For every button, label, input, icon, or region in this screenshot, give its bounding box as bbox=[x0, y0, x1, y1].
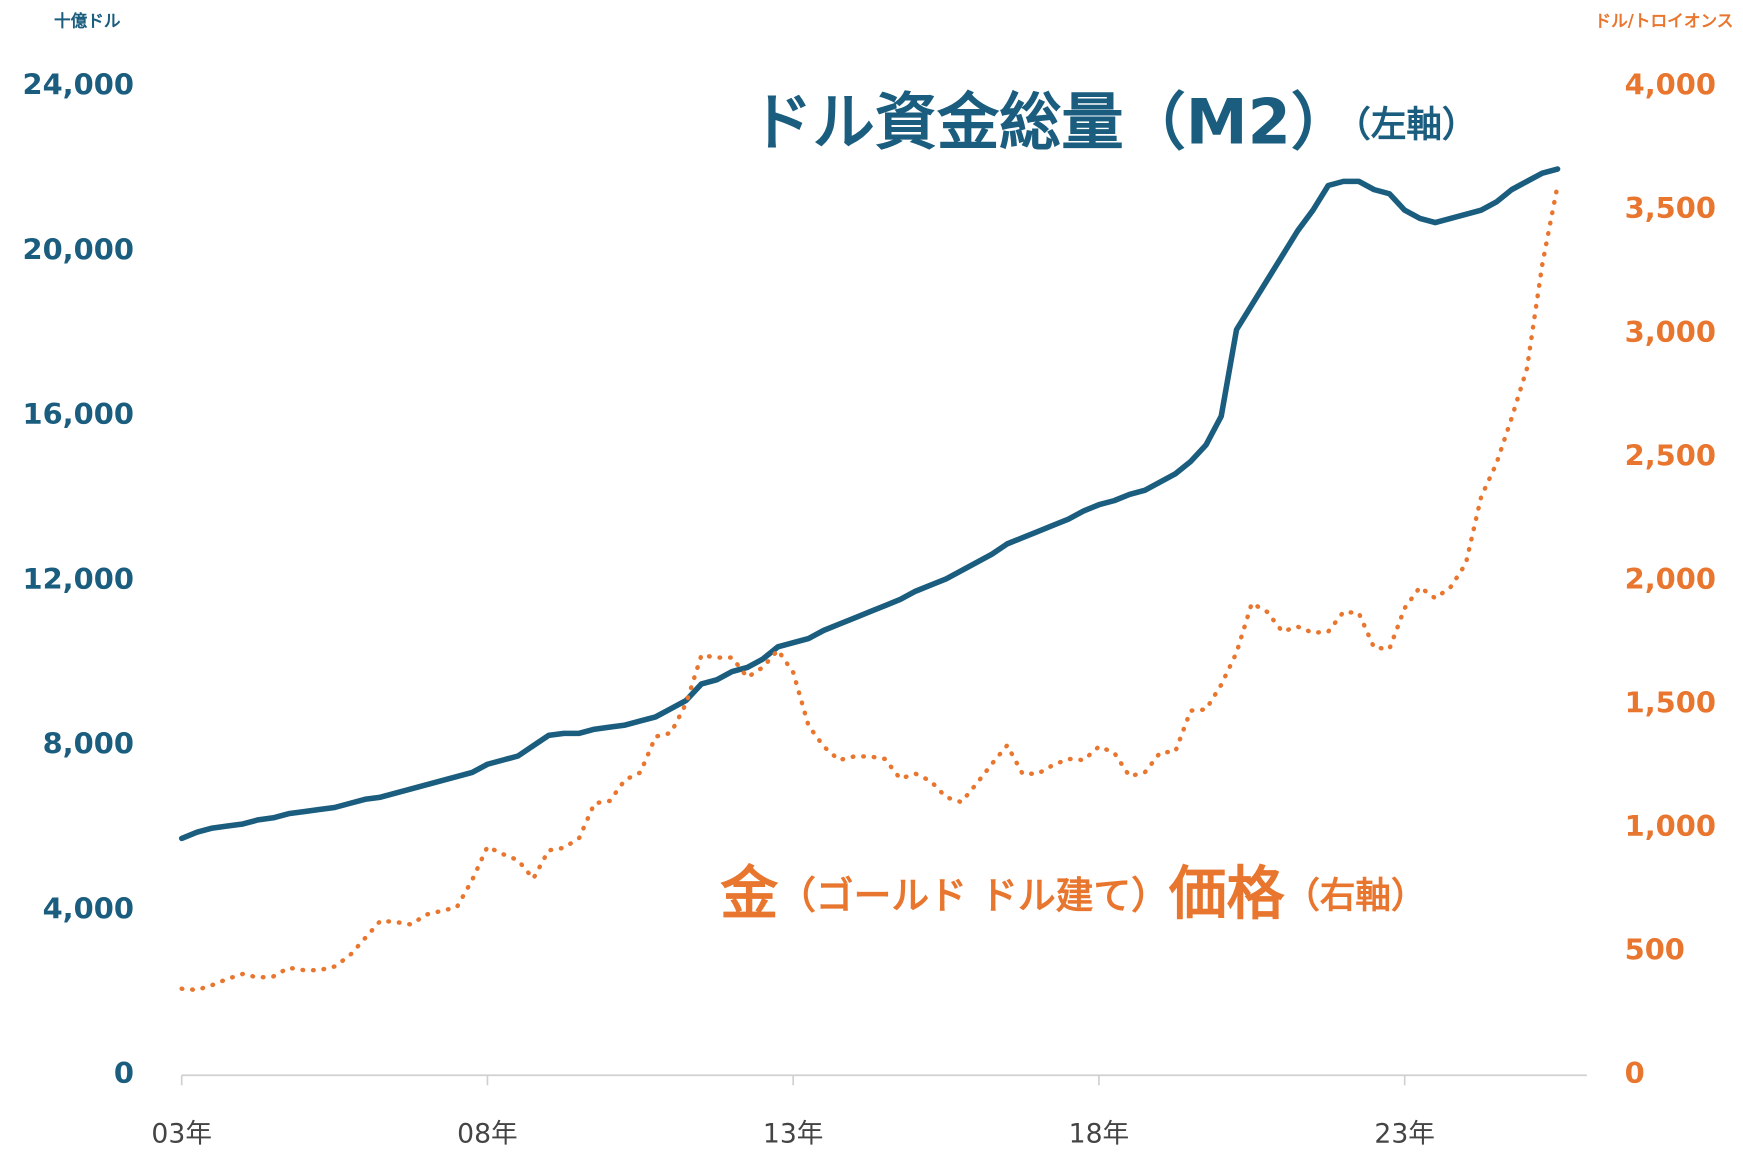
annotation: ドル資金総量（M2）（左軸） bbox=[750, 86, 1477, 159]
y-tick-label: 4,000 bbox=[43, 891, 134, 925]
y-tick-label: 0 bbox=[114, 1056, 134, 1090]
y2-tick-label: 2,000 bbox=[1625, 562, 1716, 596]
x-tick-label: 13年 bbox=[763, 1119, 824, 1150]
y2-unit-label: ドル/トロイオンス bbox=[1594, 12, 1733, 31]
x-tick-label: 03年 bbox=[151, 1119, 212, 1150]
y2-tick-label: 1,000 bbox=[1625, 809, 1716, 843]
y2-tick-label: 2,500 bbox=[1625, 438, 1716, 472]
annotation-part: 価格 bbox=[1168, 859, 1286, 927]
annotation: 金（ゴールド ドル建て）価格（右軸） bbox=[720, 859, 1426, 927]
y-tick-label: 8,000 bbox=[43, 727, 134, 761]
series-line bbox=[178, 166, 1561, 842]
series-line bbox=[179, 183, 1560, 993]
annotation-part: （右軸） bbox=[1284, 876, 1426, 917]
y-tick-label: 24,000 bbox=[22, 68, 133, 102]
y2-tick-label: 3,500 bbox=[1625, 191, 1716, 225]
y2-tick-label: 500 bbox=[1625, 933, 1685, 967]
y2-tick-label: 4,000 bbox=[1625, 68, 1716, 102]
x-tick-label: 23年 bbox=[1374, 1119, 1435, 1150]
x-tick-label: 08年 bbox=[457, 1119, 518, 1150]
y2-tick-label: 1,500 bbox=[1625, 686, 1716, 720]
annotation-part: ドル資金総量（M2） bbox=[750, 86, 1353, 159]
annotation-part: 金 bbox=[720, 859, 778, 927]
annotation-part: （ゴールド ドル建て） bbox=[778, 873, 1169, 917]
y-unit-label: 十億ドル bbox=[54, 11, 121, 31]
annotation-part: （左軸） bbox=[1353, 105, 1477, 146]
x-tick-label: 18年 bbox=[1069, 1119, 1130, 1150]
y2-tick-label: 3,000 bbox=[1625, 315, 1716, 349]
y-tick-label: 20,000 bbox=[22, 232, 133, 266]
y2-tick-label: 0 bbox=[1625, 1056, 1645, 1090]
y-tick-label: 16,000 bbox=[22, 397, 133, 431]
y-tick-label: 12,000 bbox=[22, 562, 133, 596]
